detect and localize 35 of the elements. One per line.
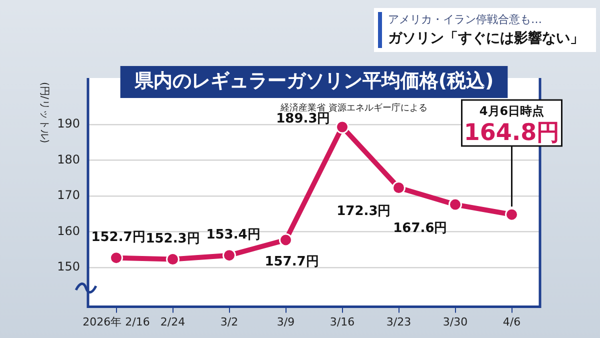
- data-label: 152.3円: [146, 232, 200, 247]
- x-tick-label: 3/2: [220, 315, 238, 328]
- point: [336, 120, 349, 134]
- y-tick-label: 170: [57, 188, 80, 202]
- point: [279, 233, 292, 247]
- point: [110, 251, 123, 265]
- y-axis-title: (円/リットル): [38, 82, 50, 144]
- data-label: 167.6円: [393, 220, 448, 236]
- data-label: 153.4円: [206, 228, 260, 243]
- text: アメリカ・イラン停戦合意も…: [388, 12, 542, 26]
- data-label: 164.8円: [464, 120, 560, 146]
- point: [505, 208, 518, 222]
- data-label: 189.3円: [276, 111, 330, 126]
- y-tick-label: 180: [57, 152, 80, 166]
- x-tick-label: 4/6: [502, 315, 521, 328]
- data-label: 172.3円: [336, 204, 391, 220]
- x-tick-label: 3/30: [442, 315, 468, 328]
- x-tick-label: 2026年 2/16: [82, 315, 150, 328]
- y-tick-label: 160: [57, 224, 80, 238]
- annotation: 4月6日時点: [479, 104, 544, 118]
- point: [392, 181, 406, 195]
- text: ガソリン「すぐには影響ない」: [388, 30, 584, 47]
- data-label: 152.7円: [91, 230, 146, 246]
- text: 経済産業省 資源エネルギー庁による: [280, 102, 428, 114]
- x-tick-label: 3/16: [330, 315, 355, 328]
- point: [448, 198, 462, 212]
- data-label: 157.7円: [264, 254, 319, 270]
- chart-title: 県内のレギュラーガソリン平均価格(税込): [133, 70, 494, 92]
- x-tick-label: 3/9: [276, 315, 295, 328]
- y-tick-label: 150: [57, 260, 80, 274]
- y-tick-label: 190: [57, 116, 80, 131]
- x-tick-label: 2/24: [160, 315, 186, 328]
- point: [166, 252, 180, 266]
- point: [222, 248, 236, 262]
- x-tick-label: 3/23: [386, 315, 412, 328]
